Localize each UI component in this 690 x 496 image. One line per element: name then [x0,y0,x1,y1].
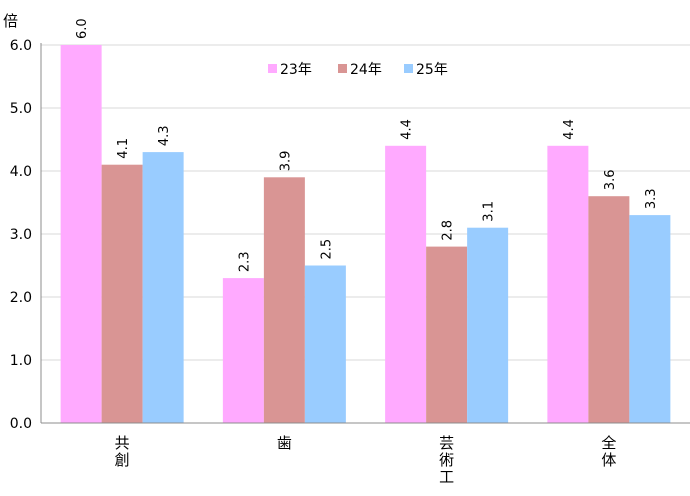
data-label: 2.8 [441,220,456,241]
data-label: 4.4 [400,119,415,140]
y-axis-ticks: 0.0 1.0 2.0 3.0 4.0 5.0 6.0 [10,38,32,432]
legend-label: 23年 [280,62,312,78]
x-category-label: 芸 [439,434,454,452]
x-category-label: 術 [439,451,454,469]
y-tick-label: 4.0 [10,164,32,180]
bar [629,215,671,423]
bar [60,45,102,423]
bar [304,265,346,423]
bar [142,152,184,423]
y-tick-label: 2.0 [10,290,32,306]
legend-label: 25年 [416,62,448,78]
y-tick-label: 3.0 [10,227,32,243]
legend-swatch [404,64,413,73]
bar [222,278,264,423]
bars [60,45,671,424]
x-category-label: 工 [439,468,454,486]
data-label: 4.1 [116,138,131,159]
bar [467,227,509,423]
legend: 23年 24年 25年 [268,62,448,78]
x-axis-categories: 共創 歯 芸術工 全体 [115,434,617,486]
bar [547,145,589,424]
data-label: 2.3 [237,251,252,272]
y-tick-label: 6.0 [10,38,32,54]
data-label: 4.3 [157,125,172,146]
bar [426,246,468,423]
x-category-label: 体 [601,451,616,469]
data-label: 2.5 [319,239,334,260]
y-axis-unit: 倍 [3,12,18,30]
data-label: 6.0 [75,18,90,39]
legend-swatch [268,64,277,73]
data-label: 3.1 [482,201,497,222]
y-tick-label: 1.0 [10,353,32,369]
x-category-label: 全 [601,434,616,452]
y-tick-label: 0.0 [10,416,32,432]
y-tick-label: 5.0 [10,101,32,117]
legend-swatch [338,64,347,73]
bar [385,145,427,424]
data-label: 3.3 [644,188,659,209]
bar [263,177,305,423]
x-category-label: 創 [115,451,130,469]
x-category-label: 歯 [277,434,292,452]
data-label: 3.6 [603,170,618,191]
data-label: 3.9 [278,151,293,172]
data-labels: 6.0 2.3 4.4 4.4 4.1 3.9 2.8 3.6 4.3 2.5 3.1 3.3 [75,18,659,272]
bar [588,196,630,423]
x-category-label: 共 [115,434,130,452]
legend-label: 24年 [350,62,382,78]
bar [101,164,143,423]
data-label: 4.4 [562,119,577,140]
